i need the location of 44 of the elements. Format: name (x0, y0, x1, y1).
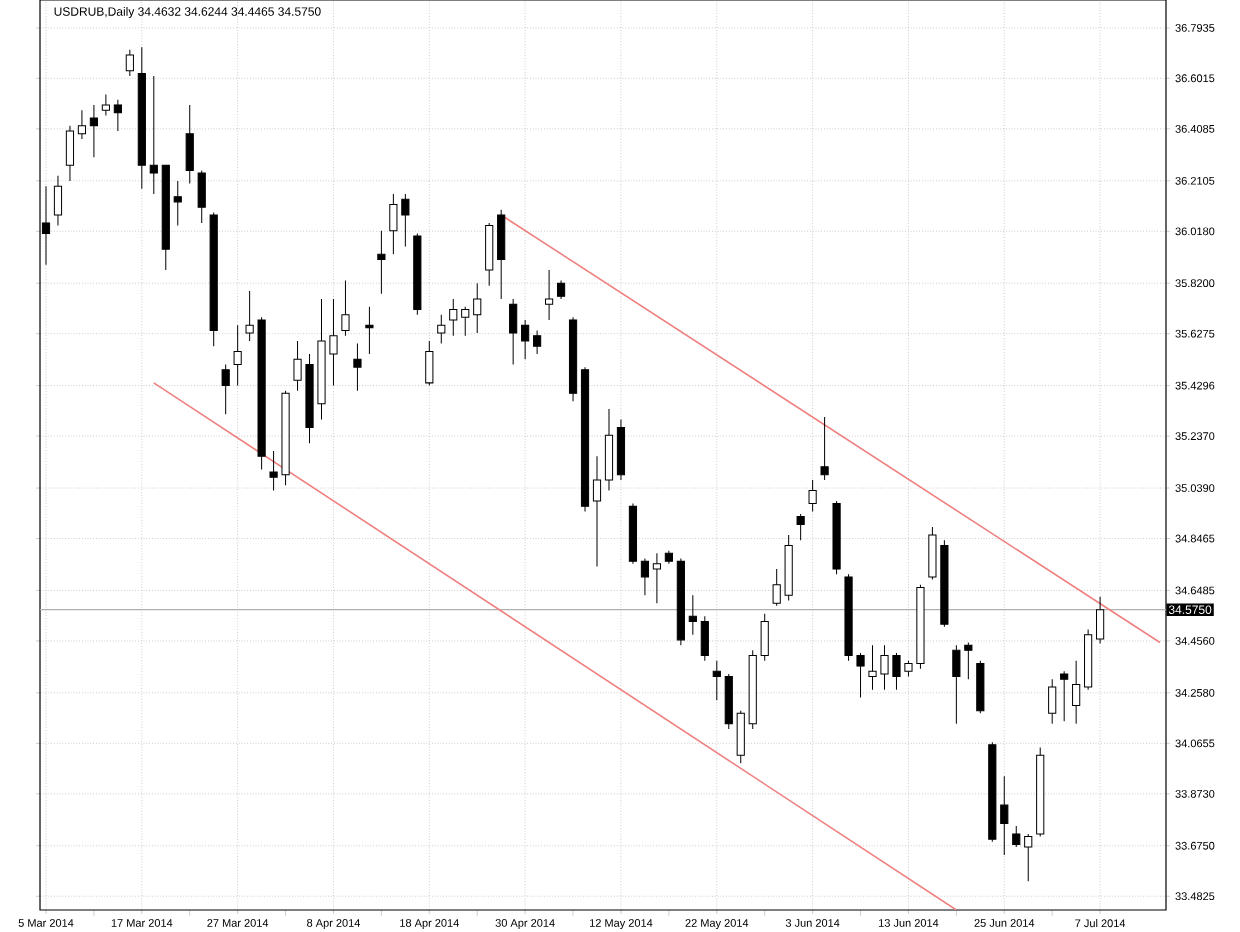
candlestick (77, 109, 87, 140)
candlestick (700, 615, 709, 662)
candlestick (688, 594, 697, 636)
candlestick (65, 125, 75, 182)
candlestick (53, 175, 63, 227)
candlestick (808, 479, 817, 512)
candlestick (533, 329, 542, 355)
candlestick (233, 324, 242, 386)
candlestick (365, 306, 374, 355)
candlestick (1048, 678, 1057, 725)
candlestick (185, 104, 194, 185)
candlestick (820, 416, 829, 481)
candlestick (556, 280, 566, 300)
candlestick (712, 660, 721, 701)
candlestick (509, 298, 518, 366)
candlestick (437, 314, 446, 345)
candlestick (341, 280, 350, 337)
candlestick (485, 222, 494, 287)
candlestick (724, 673, 733, 730)
candlestick (197, 169, 206, 224)
candlestick (1060, 670, 1069, 722)
candlestick (377, 230, 386, 295)
candlestick (89, 104, 98, 158)
candlestick (1072, 660, 1081, 725)
candlestick (149, 75, 158, 195)
candlestick (125, 49, 134, 77)
candlestick (173, 180, 182, 227)
candlestick (221, 364, 230, 415)
candlestick (521, 319, 530, 360)
candlestick (592, 455, 602, 567)
candlestick (545, 269, 554, 321)
candlestick (796, 513, 805, 541)
candlestick (497, 209, 506, 300)
candlestick (976, 660, 985, 714)
candlestick (604, 408, 614, 491)
candlestick (101, 93, 110, 116)
candlestick (473, 282, 482, 334)
candlestick (113, 99, 122, 132)
candlestick (640, 558, 650, 596)
candlestick (425, 340, 434, 386)
candlestick (616, 419, 626, 481)
candlestick (652, 552, 661, 604)
candlestick (353, 343, 362, 392)
candlestick (1096, 596, 1105, 644)
